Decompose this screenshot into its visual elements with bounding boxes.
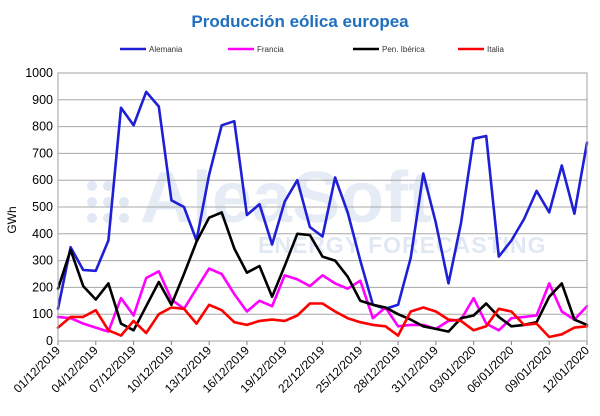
y-tick-label: 800 [32, 120, 53, 134]
legend-label-alemania: Alemania [149, 45, 183, 54]
y-tick-label: 1000 [25, 66, 53, 80]
watermark-tagline: ENERGY FORECASTING [258, 232, 547, 258]
watermark: AleaSoft ENERGY FORECASTING [87, 158, 547, 258]
chart-title: Producción eólica europea [191, 12, 409, 31]
series-line-italia [56, 302, 589, 339]
series-group [56, 90, 589, 339]
x-axis: 01/12/201904/12/201907/12/201910/12/2019… [11, 341, 592, 396]
y-axis: 0 100 200 300 400 500 600 700 800 900 1000 [25, 66, 53, 348]
y-tick-label: 200 [32, 280, 53, 294]
y-tick-label: 500 [32, 200, 53, 214]
y-tick-label: 600 [32, 173, 53, 187]
series-line-pen-ib-rica [56, 211, 589, 333]
y-tick-label: 100 [32, 307, 53, 321]
legend-label-italia: Italia [487, 45, 504, 54]
y-axis-label: GWh [5, 206, 19, 233]
y-tick-label: 0 [46, 334, 53, 348]
y-tick-label: 900 [32, 93, 53, 107]
legend: Alemania Francia Pen. Ibérica Italia [120, 45, 504, 54]
legend-label-pen-ib-rica: Pen. Ibérica [382, 45, 425, 54]
watermark-logo-dots [87, 181, 129, 223]
series-line-francia [56, 267, 589, 333]
y-tick-label: 400 [32, 227, 53, 241]
legend-label-francia: Francia [257, 45, 284, 54]
y-tick-label: 300 [32, 254, 53, 268]
series-line-alemania [56, 90, 589, 311]
plot-frame [57, 72, 588, 342]
y-tick-label: 700 [32, 146, 53, 160]
